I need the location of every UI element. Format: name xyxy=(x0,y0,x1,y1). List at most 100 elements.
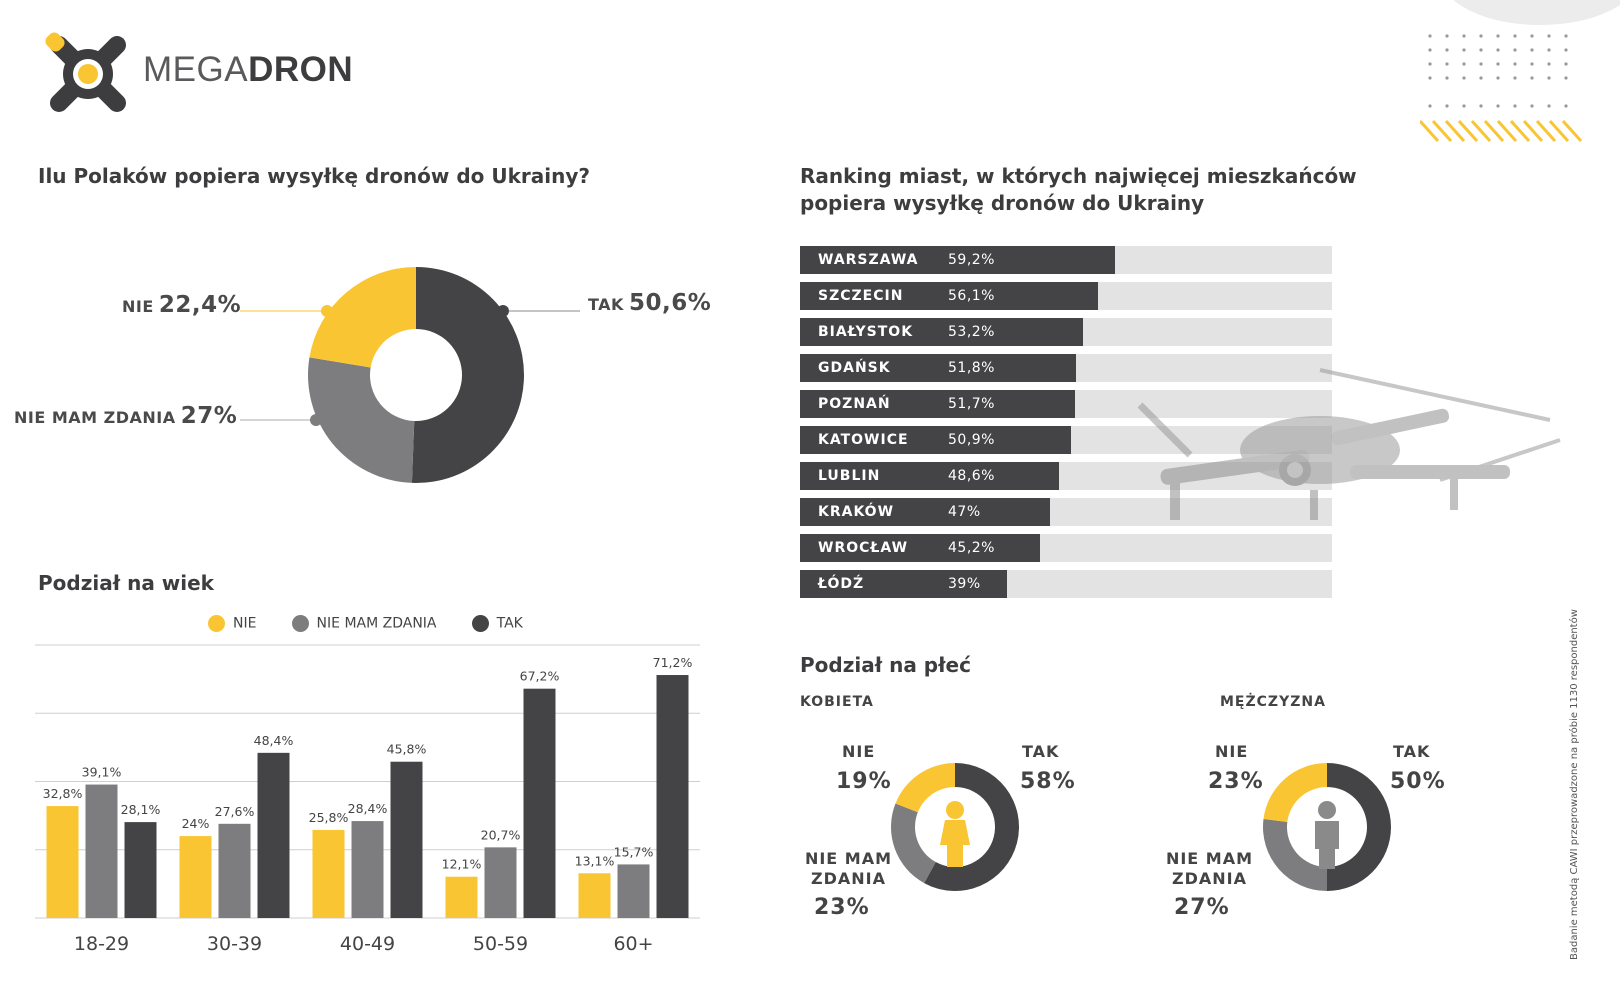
male-tak-value: 50% xyxy=(1390,769,1446,794)
male-person-icon xyxy=(1315,801,1339,869)
age-bar-value-label: 25,8% xyxy=(309,810,349,825)
ranking-value-label: 51,7% xyxy=(948,396,995,412)
ranking-bar xyxy=(800,390,1076,418)
methodology-note: Badanie metodą CAWI przeprowadzone na pr… xyxy=(1569,609,1580,960)
male-slice-nie xyxy=(1263,763,1327,822)
age-category-label: 18-29 xyxy=(74,933,129,955)
ranking-title-line2: popiera wysyłkę dronów do Ukrainy xyxy=(800,191,1205,215)
legend-label-tak: TAK xyxy=(496,615,523,631)
label-nmz-value: 27% xyxy=(180,403,238,429)
male-nmz-label-2: ZDANIA xyxy=(1172,869,1247,888)
age-bar-value-label: 48,4% xyxy=(254,733,294,748)
label-tak-name: TAK xyxy=(588,295,624,314)
age-bar-value-label: 28,4% xyxy=(348,801,388,816)
female-label: KOBIETA xyxy=(800,694,874,710)
ranking-bar xyxy=(800,498,1051,526)
drone-illustration xyxy=(1137,368,1561,520)
male-slice-nie-mam-zdania xyxy=(1263,818,1327,891)
female-nie-value: 19% xyxy=(836,769,892,794)
age-bar xyxy=(578,873,611,918)
ranking-value-label: 48,6% xyxy=(948,468,995,484)
ranking-value-label: 51,8% xyxy=(948,360,995,376)
ranking-row: SZCZECIN 56,1% xyxy=(800,282,1332,310)
age-bar-chart: 32,8% 39,1% 28,1% 18-29 24% 27,6% 48,4% 30-39 25… xyxy=(35,644,700,955)
age-bar xyxy=(351,821,384,918)
label-nie-value: 22,4% xyxy=(158,292,242,318)
male-nie-label: NIE xyxy=(1215,742,1249,761)
legend-dot-tak xyxy=(471,614,489,632)
ranking-value-label: 45,2% xyxy=(948,540,995,556)
ranking-bar xyxy=(800,534,1041,562)
age-bar-value-label: 39,1% xyxy=(82,765,122,780)
male-nmz-label-1: NIE MAM xyxy=(1165,849,1254,868)
decorative-pattern xyxy=(1420,0,1620,143)
age-bar xyxy=(85,784,118,918)
ranking-bar xyxy=(800,462,1059,490)
ranking-city-label: WROCŁAW xyxy=(818,540,909,556)
main-question-title: Ilu Polaków popiera wysyłkę dronów do Uk… xyxy=(38,164,591,188)
age-bar-value-label: 28,1% xyxy=(121,802,161,817)
main-donut-chart xyxy=(240,267,580,483)
female-slice-nie-mam-zdania xyxy=(891,803,936,884)
ranking-city-label: LUBLIN xyxy=(818,468,881,484)
age-bar-value-label: 12,1% xyxy=(442,857,482,872)
female-nmz-label-2: ZDANIA xyxy=(811,869,886,888)
legend-item-tak: TAK xyxy=(471,614,523,632)
ranking-bar xyxy=(800,570,1008,598)
age-bar xyxy=(390,761,423,918)
age-bar xyxy=(617,864,650,918)
ranking-city-label: GDAŃSK xyxy=(818,360,891,376)
age-bar-value-label: 67,2% xyxy=(520,669,560,684)
age-bar xyxy=(656,675,689,918)
legend-dot-nmz xyxy=(291,614,309,632)
main-slice-nie xyxy=(309,267,416,368)
megadron-logo xyxy=(45,32,126,112)
ranking-row: WARSZAWA 59,2% xyxy=(800,246,1332,274)
age-category-label: 30-39 xyxy=(207,933,262,955)
ranking-city-label: WARSZAWA xyxy=(818,252,919,268)
brand-name: MEGADRON xyxy=(143,50,354,89)
ranking-row: POZNAŃ 51,7% xyxy=(800,390,1332,418)
ranking-bar xyxy=(800,318,1084,346)
age-bar-value-label: 71,2% xyxy=(653,655,693,670)
age-category-label: 60+ xyxy=(613,933,653,955)
female-nmz-label-1: NIE MAM xyxy=(804,849,893,868)
male-slice-tak xyxy=(1327,763,1391,891)
age-bar xyxy=(445,876,478,918)
ranking-value-label: 47% xyxy=(948,504,981,520)
male-donut-chart xyxy=(1263,763,1391,891)
age-bar-value-label: 13,1% xyxy=(575,853,615,868)
ranking-bar xyxy=(800,246,1115,274)
female-tak-label: TAK xyxy=(1022,742,1060,761)
main-slice-tak xyxy=(411,267,524,483)
ranking-row: KRAKÓW 47% xyxy=(800,498,1332,526)
ranking-value-label: 59,2% xyxy=(948,252,995,268)
age-legend: NIE NIE MAM ZDANIA TAK xyxy=(208,612,553,632)
legend-item-nie-mam-zdania: NIE MAM ZDANIA xyxy=(291,614,437,632)
male-tak-label: TAK xyxy=(1393,742,1431,761)
gender-title: Podział na płeć xyxy=(800,653,971,677)
ranking-city-label: KATOWICE xyxy=(818,432,909,448)
legend-dot-nie xyxy=(208,614,225,632)
ranking-bar xyxy=(800,426,1071,454)
female-nie-label: NIE xyxy=(842,742,876,761)
ranking-bar xyxy=(800,354,1076,382)
age-bar-value-label: 24% xyxy=(182,816,210,831)
age-category-label: 40-49 xyxy=(340,933,395,955)
female-slice-nie xyxy=(895,763,955,813)
male-nmz-label: NIE MAM ZDANIA xyxy=(1162,849,1257,889)
legend-item-nie: NIE xyxy=(208,614,256,632)
tak-marker xyxy=(497,305,509,317)
ranking-city-label: KRAKÓW xyxy=(818,504,895,520)
female-slice-tak xyxy=(924,763,1019,891)
age-bar-value-label: 27,6% xyxy=(215,804,255,819)
age-bar xyxy=(46,806,79,918)
female-nmz-value: 23% xyxy=(814,895,870,920)
ranking-value-label: 50,9% xyxy=(948,432,995,448)
female-nmz-label: NIE MAM ZDANIA xyxy=(801,849,896,889)
ranking-title: Ranking miast, w których najwięcej miesz… xyxy=(800,163,1357,217)
age-title: Podział na wiek xyxy=(38,571,214,595)
age-category-label: 50-59 xyxy=(473,933,528,955)
label-tak: TAK 50,6% xyxy=(588,290,711,316)
female-person-icon xyxy=(940,801,970,867)
